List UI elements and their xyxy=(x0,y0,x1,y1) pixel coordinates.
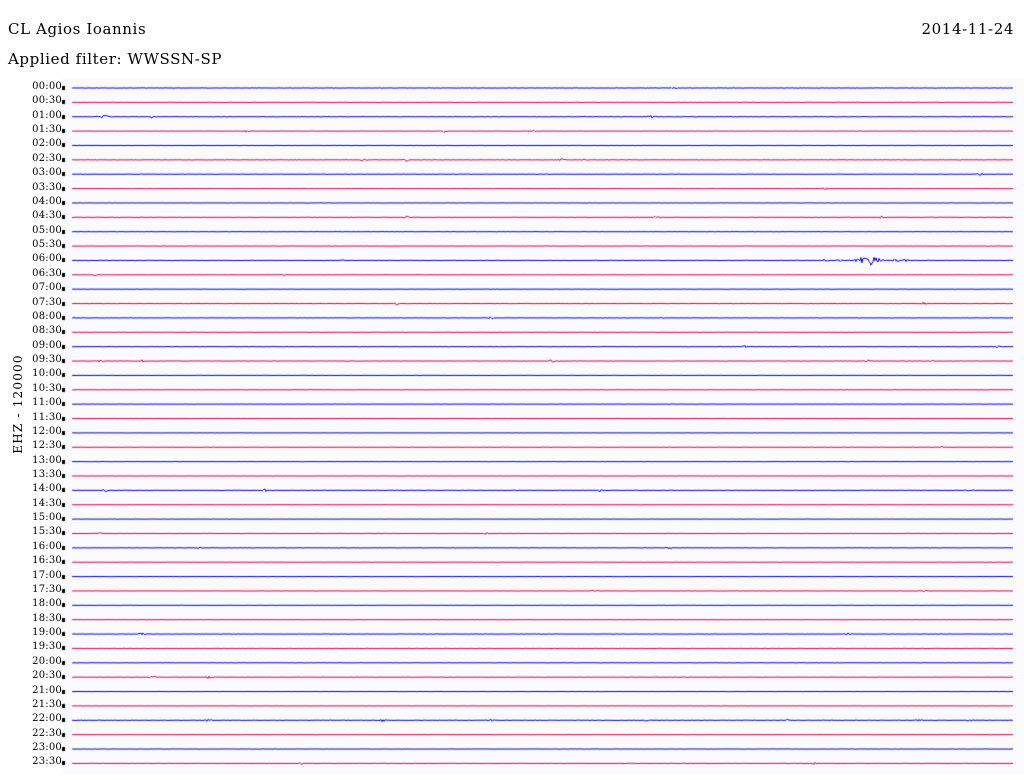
record-date: 2014-11-24 xyxy=(921,20,1014,38)
time-axis-label: 04:30 xyxy=(32,210,62,222)
time-axis-label: 15:00 xyxy=(32,512,62,524)
helicorder-trace-plot xyxy=(0,78,1024,774)
time-axis-label: 16:00 xyxy=(32,540,62,552)
time-axis-label: 20:00 xyxy=(32,655,62,667)
time-axis-label: 08:30 xyxy=(32,325,62,337)
page-title: CL Agios Ioannis xyxy=(8,20,147,38)
time-axis-label: 11:00 xyxy=(32,397,62,409)
time-axis-label: 03:30 xyxy=(32,181,62,193)
time-axis-label: 21:30 xyxy=(32,698,62,710)
time-axis-label: 14:30 xyxy=(32,497,62,509)
time-axis-label: 01:30 xyxy=(32,124,62,136)
time-axis-label: 13:30 xyxy=(32,468,62,480)
time-axis-label: 21:00 xyxy=(32,684,62,696)
time-axis-label: 09:30 xyxy=(32,354,62,366)
time-axis-label: 07:00 xyxy=(32,282,62,294)
time-axis-label: 07:30 xyxy=(32,296,62,308)
time-axis-label: 13:00 xyxy=(32,454,62,466)
applied-filter-label: Applied filter: WWSSN-SP xyxy=(8,50,223,68)
time-axis-label: 18:30 xyxy=(32,612,62,624)
time-axis-label: 06:00 xyxy=(32,253,62,265)
time-axis-label: 10:00 xyxy=(32,368,62,380)
time-axis-label: 00:30 xyxy=(32,95,62,107)
time-axis: 00:00 00:30 01:00 01:30 02:00 02:30 03:00 03:30… xyxy=(0,78,70,774)
time-axis-label: 02:30 xyxy=(32,152,62,164)
seismogram-canvas xyxy=(0,78,1024,774)
time-axis-label: 12:00 xyxy=(32,425,62,437)
time-axis-label: 18:00 xyxy=(32,598,62,610)
time-axis-label: 10:30 xyxy=(32,382,62,394)
time-axis-label: 22:30 xyxy=(32,727,62,739)
time-axis-label: 17:30 xyxy=(32,583,62,595)
time-axis-label: 00:00 xyxy=(32,81,62,92)
time-axis-label: 16:30 xyxy=(32,555,62,567)
time-axis-label: 12:30 xyxy=(32,440,62,452)
time-axis-label: 05:30 xyxy=(32,239,62,251)
time-axis-label: 19:30 xyxy=(32,641,62,653)
time-axis-label: 08:00 xyxy=(32,310,62,322)
time-axis-label: 23:30 xyxy=(32,756,62,768)
time-axis-label: 02:00 xyxy=(32,138,62,150)
time-axis-label: 20:30 xyxy=(32,670,62,682)
time-axis-label: 14:00 xyxy=(32,483,62,495)
time-axis-label: 22:00 xyxy=(32,713,62,725)
time-axis-label: 15:30 xyxy=(32,526,62,538)
time-axis-label: 17:00 xyxy=(32,569,62,581)
time-axis-label: 03:00 xyxy=(32,167,62,179)
time-axis-label: 19:00 xyxy=(32,627,62,639)
time-axis-label: 06:30 xyxy=(32,267,62,279)
time-axis-label: 01:00 xyxy=(32,109,62,121)
time-axis-label: 05:00 xyxy=(32,224,62,236)
time-axis-label: 04:00 xyxy=(32,195,62,207)
time-axis-label: 09:00 xyxy=(32,339,62,351)
time-axis-label: 23:00 xyxy=(32,742,62,754)
time-axis-label: 11:30 xyxy=(32,411,62,423)
